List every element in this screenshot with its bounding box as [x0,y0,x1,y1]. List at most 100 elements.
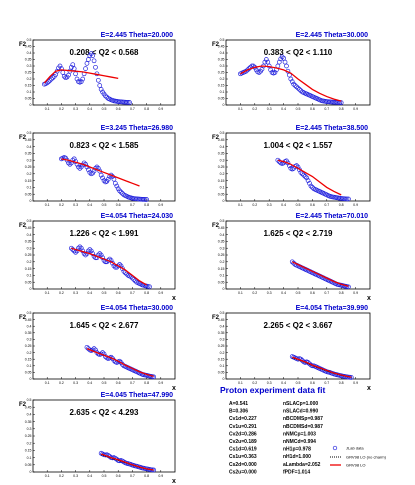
x-tick-label: 0.2 [252,107,257,111]
x-tick-label: 0.7 [130,381,135,385]
y-tick-label: 0.2 [220,77,225,81]
y-tick-label: 0.35 [25,420,32,424]
data-point [114,183,120,189]
y-tick-label: 0.2 [220,260,225,264]
y-tick-label: 0.25 [25,165,32,169]
x-tick-label: 0.4 [87,203,92,207]
x-tick-label: 0.6 [116,381,121,385]
x-tick-label: 0.8 [144,474,149,478]
x-tick-label: 0.8 [339,381,344,385]
x-tick-label: 0.7 [324,107,329,111]
data-point [294,84,299,90]
data-point [93,64,98,70]
panel-9: E=4.045 Theta=47.990 F2 0 0.05 0.1 0.15 0.2 0.2… [19,392,176,485]
y-tick-label: 0 [223,377,225,381]
x-tick-label: 0.9 [353,381,358,385]
data-point [337,195,343,201]
param-right: nNMCp=1.003 [283,431,316,437]
param-left: Cv2d=0.286 [229,431,257,437]
y-axis-label: F2 [19,223,27,229]
x-tick-label: 0.2 [59,474,64,478]
data-point [47,77,53,83]
q2-range-label: 0.823 < Q2 < 1.585 [70,141,139,150]
x-tick-label: 0.4 [281,291,286,295]
y-tick-label: 0.1 [27,90,32,94]
param-left: B=0.306 [229,409,248,415]
y-tick-label: 0.5 [27,38,32,42]
q2-range-label: 2.635 < Q2 < 4.293 [70,408,139,417]
y-tick-label: 0.05 [218,371,225,375]
x-tick-label: 0.7 [130,474,135,478]
y-tick-label: 0.4 [27,51,32,55]
y-tick-label: 0.25 [25,434,32,438]
data-point [113,264,118,270]
x-tick-label: 0.3 [267,107,272,111]
data-point [57,63,63,69]
param-left: Cs2u=0.000 [229,469,257,475]
y-tick-label: 0.05 [218,280,225,284]
x-tick-label: 0.5 [296,291,301,295]
y-tick-label: 0.1 [220,90,225,94]
y-tick-label: 0.2 [27,77,32,81]
x-tick-label: 0.9 [158,381,163,385]
fit-curve [71,247,147,286]
data-point [346,284,351,290]
y-tick-label: 0 [30,287,32,291]
data-point [61,74,67,79]
y-tick-label: 0.2 [27,172,32,176]
panel-title: E=4.054 Theta=39.990 [296,305,368,312]
x-tick-label: 0.1 [238,203,243,207]
x-tick-label: 0.7 [324,381,329,385]
x-tick-label: 0.3 [73,203,78,207]
y-axis-label: F2 [212,223,220,229]
y-tick-label: 0.15 [218,357,225,361]
data-point [90,53,95,58]
data-point [84,61,90,66]
y-tick-label: 0.25 [25,344,32,348]
x-tick-label: 0.9 [158,107,163,111]
data-point [265,59,271,65]
param-left: A=0.541 [229,401,248,407]
y-axis-label: F2 [19,135,27,141]
panel-3: E=3.245 Theta=26.980 F2 0 0.05 0.1 0.15 0.2 0.2… [19,125,176,207]
y-tick-label: 0.45 [218,318,225,322]
y-tick-label: 0.5 [27,311,32,315]
y-tick-label: 0.4 [220,145,225,149]
panel-1: E=2.445 Theta=20.000 F2 0 0.05 0.1 0.15 0.2 0.2… [19,32,176,111]
data-point [256,70,262,75]
y-tick-label: 0.1 [27,364,32,368]
x-tick-label: 0.2 [59,107,64,111]
y-tick-label: 0.45 [25,138,32,142]
y-tick-label: 0.4 [27,324,32,328]
y-tick-label: 0.1 [27,274,32,278]
data-point [120,266,125,271]
x-tick-label: 0.2 [59,203,64,207]
data-point [268,67,273,73]
param-left: Cs1u=0.363 [229,454,257,460]
fit-curve [291,261,349,287]
x-tick-label: 0.9 [158,291,163,295]
x-tick-label: 0.4 [87,291,92,295]
data-point [304,175,309,181]
data-point [91,346,97,351]
param-right: nBCDMSp=0.987 [283,416,323,422]
data-point [295,85,301,91]
q2-range-label: 1.625 < Q2 < 2.719 [264,229,333,238]
x-tick-label: 0.4 [87,474,92,478]
y-tick-label: 0.15 [25,267,32,271]
param-right: nBCDMSd=0.987 [283,424,323,430]
x-tick-label: 0.1 [45,203,50,207]
y-tick-label: 0.15 [218,267,225,271]
fit-curve [240,65,342,102]
param-left: Cv1u=0.291 [229,424,257,430]
x-tick-label: 0.8 [144,107,149,111]
y-tick-label: 0.2 [220,351,225,355]
x-tick-label: 0.7 [130,291,135,295]
data-point [305,178,311,183]
x-tick-label: 0.9 [353,291,358,295]
x-tick-label: 0.5 [296,203,301,207]
panel-title: E=4.054 Theta=24.030 [101,213,173,220]
x-tick-label: 0.7 [130,203,135,207]
data-point [272,70,278,75]
